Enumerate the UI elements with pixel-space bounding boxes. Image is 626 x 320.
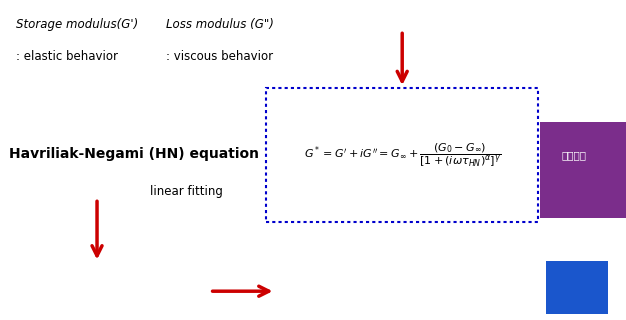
Text: : viscous behavior: : viscous behavior bbox=[166, 50, 273, 63]
FancyBboxPatch shape bbox=[546, 261, 608, 314]
Text: linear fitting: linear fitting bbox=[150, 186, 223, 198]
Text: $G^* = G' + iG'' = G_\infty + \dfrac{(G_0 - G_\infty)}{[1+(i\omega\tau_{HN})^\al: $G^* = G' + iG'' = G_\infty + \dfrac{(G_… bbox=[304, 141, 501, 169]
Text: : elastic behavior: : elastic behavior bbox=[16, 50, 118, 63]
FancyBboxPatch shape bbox=[540, 122, 626, 218]
FancyBboxPatch shape bbox=[266, 88, 538, 222]
Text: Loss modulus (G"): Loss modulus (G") bbox=[166, 18, 274, 31]
Text: Havriliak-Negami (HN) equation: Havriliak-Negami (HN) equation bbox=[9, 147, 259, 161]
Text: 연동운동: 연동운동 bbox=[561, 150, 586, 160]
Text: Storage modulus(G'): Storage modulus(G') bbox=[16, 18, 138, 31]
